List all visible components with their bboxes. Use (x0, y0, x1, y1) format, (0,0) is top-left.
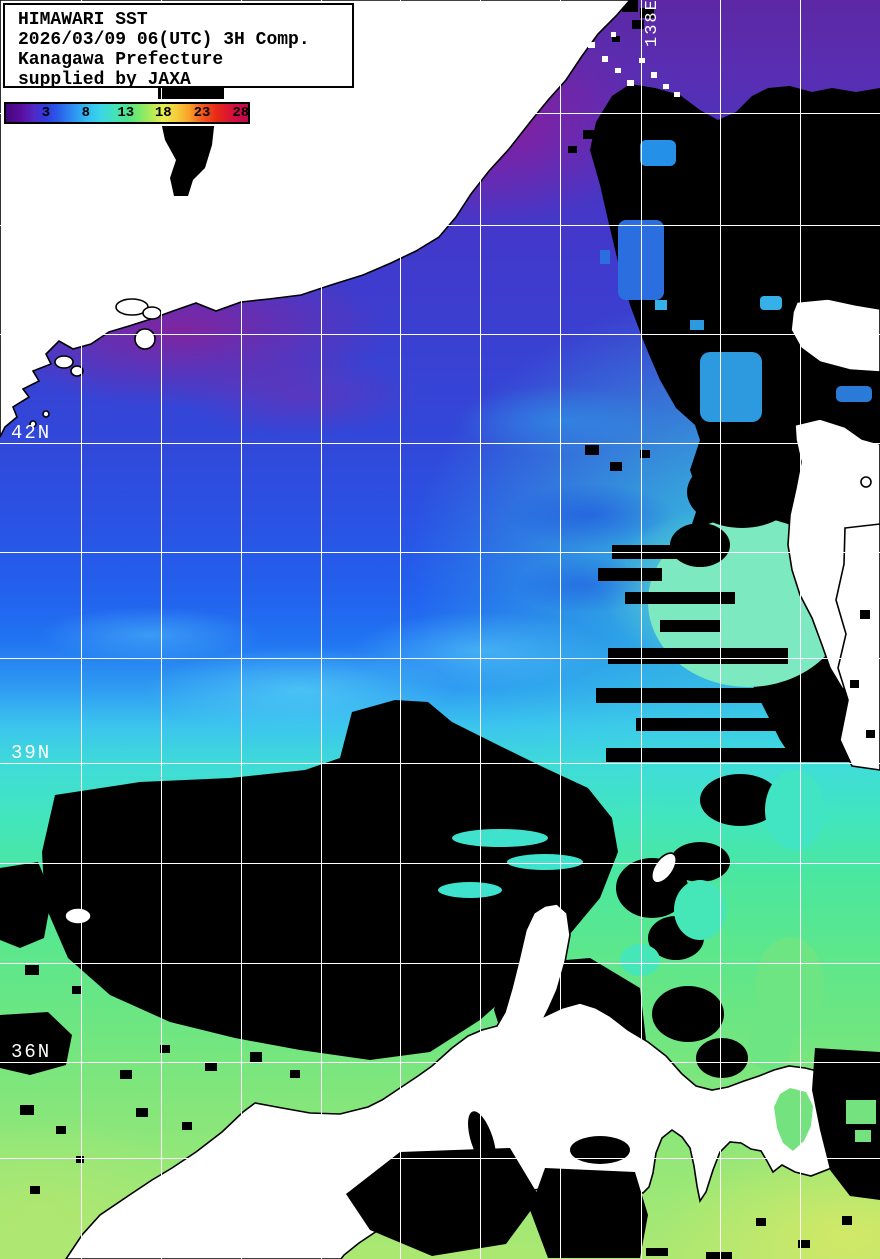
parallel-line-4 (0, 552, 880, 553)
colorbar-tick-18: 18 (154, 105, 172, 121)
parallel-line-7 (0, 863, 880, 864)
meridian-line-6 (560, 0, 561, 1259)
meridian-line-0 (81, 0, 82, 1259)
latitude-label-42N: 42N (11, 422, 52, 444)
land-right-north (790, 298, 880, 373)
colorbar-tick-23: 23 (193, 105, 211, 121)
longitude-label-138E: 138E (643, 0, 662, 47)
colorbar-tick-8: 8 (81, 105, 91, 121)
colorbar-tick-3: 3 (41, 105, 51, 121)
parallel-line-8 (0, 963, 880, 964)
land-honshu (65, 903, 880, 1259)
title-line-3: supplied by JAXA (18, 70, 191, 90)
meridian-line-4 (400, 0, 401, 1259)
meridian-line-2 (241, 0, 242, 1259)
parallel-line-9 (0, 1062, 880, 1063)
island-oki (64, 907, 92, 925)
title-line-2: Kanagawa Prefecture (18, 50, 224, 70)
temperature-colorbar: 3 8 13 18 23 28 (2, 100, 252, 126)
title-line-1: 2026/03/09 06(UTC) 3H Comp. (18, 30, 310, 50)
cloud-south-coast (346, 610, 880, 1259)
meridian-line-9 (800, 0, 801, 1259)
tokyo-bay (774, 1088, 813, 1151)
latitude-label-39N: 39N (11, 742, 52, 764)
meridian-line-5 (480, 0, 481, 1259)
parallel-line-2 (0, 334, 880, 335)
island-sado (650, 852, 678, 884)
title-line-0: HIMAWARI SST (18, 10, 148, 30)
latitude-label-36N: 36N (11, 1041, 52, 1063)
meridian-line-3 (321, 0, 322, 1259)
parallel-line-3 (0, 443, 880, 444)
meridian-line-1 (161, 0, 162, 1259)
colorbar-tick-28: 28 (232, 105, 250, 121)
parallel-line-5 (0, 658, 880, 659)
cloud-below-colorbar (158, 88, 224, 196)
cloud-streaks (585, 440, 851, 762)
coast-speckles (560, 16, 680, 97)
meridian-line-7 (641, 0, 642, 1259)
parallel-line-6 (0, 763, 880, 764)
meridian-line-8 (720, 0, 721, 1259)
colorbar-tick-13: 13 (117, 105, 135, 121)
over-land-features (158, 16, 880, 1259)
title-box: HIMAWARI SST 2026/03/09 06(UTC) 3H Comp. K… (3, 3, 354, 90)
parallel-line-0 (0, 113, 880, 114)
parallel-line-10 (0, 1158, 880, 1159)
parallel-line-1 (0, 225, 880, 226)
cloud-central (42, 700, 618, 1060)
colorbar-gradient: 3 8 13 18 23 28 (4, 102, 250, 124)
land-right-strip (835, 523, 880, 771)
